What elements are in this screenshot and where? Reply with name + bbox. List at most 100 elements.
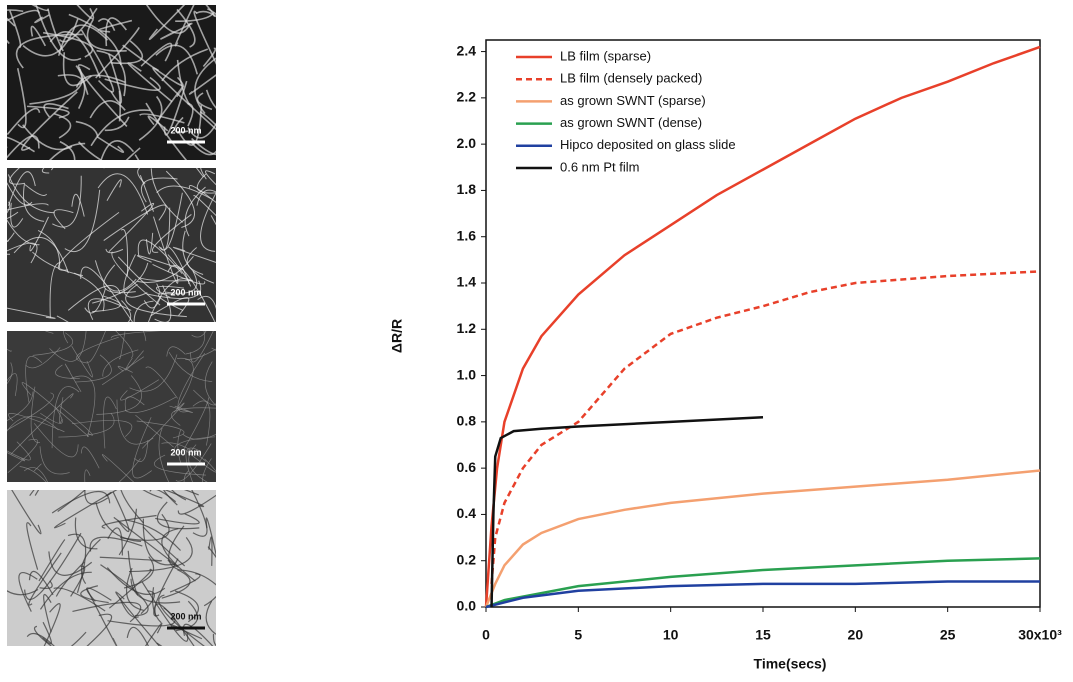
fiber	[100, 29, 111, 33]
fiber	[111, 251, 161, 306]
fiber	[101, 514, 157, 529]
fiber	[35, 5, 82, 61]
fiber	[191, 142, 216, 156]
fiber	[57, 490, 86, 512]
fiber	[118, 458, 141, 482]
fiber	[135, 414, 174, 448]
fiber	[147, 115, 169, 132]
fiber	[175, 11, 215, 23]
fiber	[87, 331, 106, 363]
fiber	[72, 601, 142, 623]
fiber	[200, 168, 207, 180]
fiber	[164, 490, 204, 508]
fiber	[177, 494, 216, 515]
fiber	[175, 600, 199, 632]
micrograph-bg	[7, 490, 216, 646]
fiber	[95, 502, 142, 542]
fiber	[132, 417, 152, 479]
fiber	[192, 400, 211, 446]
scale-label: 200 nm	[170, 447, 201, 457]
fiber	[7, 391, 34, 421]
y-tick-label: 0.8	[457, 413, 477, 429]
fiber	[71, 420, 133, 437]
fiber	[129, 354, 178, 392]
fiber	[49, 261, 61, 319]
fiber	[84, 490, 109, 505]
fiber	[19, 466, 47, 482]
fiber	[180, 397, 210, 455]
fiber	[155, 85, 185, 123]
x-tick-label: 15	[755, 627, 771, 643]
y-tick-label: 2.0	[457, 135, 477, 151]
fiber	[32, 332, 74, 356]
texture	[7, 490, 216, 646]
fiber	[168, 246, 192, 287]
fiber	[145, 232, 154, 255]
fiber	[100, 140, 135, 160]
fiber	[30, 25, 47, 47]
series-line	[484, 469, 1041, 608]
fiber	[96, 375, 142, 415]
fiber	[146, 280, 202, 299]
fiber	[142, 526, 186, 567]
fiber	[130, 578, 181, 604]
fiber	[28, 570, 54, 596]
fiber	[141, 402, 185, 449]
legend-label: as grown SWNT (dense)	[560, 115, 702, 130]
fiber	[145, 5, 192, 34]
fiber	[191, 331, 207, 338]
fiber	[115, 331, 134, 358]
fiber	[28, 552, 62, 606]
fiber	[144, 622, 163, 646]
fiber	[196, 173, 216, 194]
fiber	[167, 265, 216, 322]
fiber	[150, 168, 183, 223]
fiber	[89, 100, 126, 119]
fiber	[53, 209, 74, 230]
fiber	[97, 136, 125, 153]
fiber	[128, 537, 193, 573]
fiber	[7, 201, 11, 214]
fiber	[168, 352, 213, 382]
fiber	[7, 107, 41, 136]
fiber	[33, 423, 79, 458]
fiber	[142, 518, 176, 566]
fiber	[205, 600, 216, 635]
fiber	[94, 260, 137, 292]
fiber	[64, 363, 82, 393]
y-tick-label: 0.6	[457, 459, 477, 475]
fiber	[7, 136, 35, 153]
fiber	[156, 501, 200, 530]
fiber	[78, 141, 103, 160]
y-tick-label: 1.4	[457, 274, 477, 290]
fiber	[7, 589, 39, 596]
fiber	[203, 546, 216, 607]
fiber	[70, 375, 96, 438]
fiber	[54, 490, 118, 529]
fiber	[196, 189, 216, 206]
fiber	[125, 283, 187, 318]
fiber	[153, 454, 206, 476]
fiber	[174, 590, 200, 623]
texture	[7, 5, 216, 160]
scale-label: 200 nm	[170, 287, 201, 297]
fiber	[11, 490, 42, 535]
fiber	[43, 603, 61, 646]
fiber	[13, 236, 69, 274]
fiber	[80, 446, 100, 469]
fiber	[137, 239, 183, 275]
fiber	[53, 113, 72, 139]
fiber	[86, 589, 118, 646]
fiber	[155, 513, 200, 525]
fiber	[182, 569, 216, 586]
fiber	[22, 124, 73, 151]
fiber	[165, 270, 198, 294]
fiber	[208, 536, 213, 566]
texture	[7, 331, 216, 482]
fiber	[7, 307, 56, 319]
fiber	[160, 22, 193, 40]
fiber	[106, 179, 122, 201]
fiber	[73, 272, 105, 312]
fiber	[8, 413, 65, 433]
fiber	[18, 572, 38, 612]
